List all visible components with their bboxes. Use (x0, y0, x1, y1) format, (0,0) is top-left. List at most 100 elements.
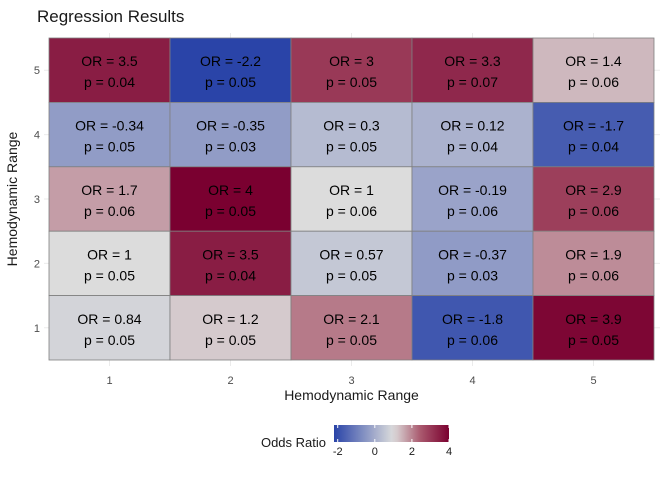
cell-rect (48, 230, 171, 296)
cell-rect (169, 37, 292, 103)
heatmap-cell: OR = 0.3 p = 0.05 (290, 102, 413, 168)
cell-p-label: p = 0.06 (447, 203, 498, 219)
cell-rect (48, 102, 171, 168)
cell-or-label: OR = 0.57 (319, 246, 383, 262)
heatmap-cell: OR = 3.3 p = 0.07 (411, 37, 534, 103)
color-legend: Odds Ratio -2 0 2 4 (261, 425, 452, 458)
cell-or-label: OR = 3.9 (565, 311, 622, 327)
cell-or-label: OR = -1.7 (563, 118, 624, 134)
heatmap-cell: OR = -1.7 p = 0.04 (532, 102, 655, 168)
cell-rect (290, 37, 413, 103)
cell-p-label: p = 0.06 (568, 203, 619, 219)
heatmap-cell: OR = 0.84 p = 0.05 (48, 295, 171, 361)
cell-or-label: OR = -0.34 (75, 118, 144, 134)
y-tick-label: 4 (34, 130, 40, 142)
heatmap-cell: OR = 3.5 p = 0.04 (169, 230, 292, 296)
heatmap-cell: OR = 3 p = 0.05 (290, 37, 413, 103)
cell-rect (48, 37, 171, 103)
legend-tick-label: 2 (409, 446, 415, 458)
heatmap-cells: OR = 3.5 p = 0.04 OR = -2.2 p = 0.05 OR = 3 p… (48, 37, 655, 361)
cell-p-label: p = 0.06 (326, 203, 377, 219)
cell-or-label: OR = -0.19 (438, 182, 507, 198)
chart-title: Regression Results (37, 7, 184, 26)
cell-p-label: p = 0.05 (84, 139, 135, 155)
heatmap-cell: OR = 4 p = 0.05 (169, 166, 292, 232)
y-tick-label: 5 (34, 65, 40, 77)
cell-p-label: p = 0.07 (447, 74, 498, 90)
cell-rect (532, 295, 655, 361)
legend-tick-label: 4 (446, 446, 452, 458)
cell-p-label: p = 0.04 (205, 267, 256, 283)
heatmap-cell: OR = -0.34 p = 0.05 (48, 102, 171, 168)
cell-p-label: p = 0.05 (84, 332, 135, 348)
cell-rect (169, 230, 292, 296)
cell-rect (48, 295, 171, 361)
legend-colorbar (334, 425, 449, 442)
cell-p-label: p = 0.06 (568, 267, 619, 283)
cell-p-label: p = 0.04 (447, 139, 498, 155)
cell-rect (532, 37, 655, 103)
cell-p-label: p = 0.06 (84, 203, 135, 219)
heatmap-cell: OR = 1 p = 0.06 (290, 166, 413, 232)
cell-rect (411, 230, 534, 296)
y-axis-ticks: 1 2 3 4 5 (34, 65, 40, 335)
heatmap-cell: OR = 3.9 p = 0.05 (532, 295, 655, 361)
cell-rect (532, 230, 655, 296)
heatmap-cell: OR = -0.19 p = 0.06 (411, 166, 534, 232)
cell-rect (290, 230, 413, 296)
heatmap-cell: OR = 1.7 p = 0.06 (48, 166, 171, 232)
heatmap-cell: OR = -0.37 p = 0.03 (411, 230, 534, 296)
cell-or-label: OR = 3.5 (81, 53, 138, 69)
cell-rect (411, 295, 534, 361)
cell-or-label: OR = 1 (87, 246, 132, 262)
cell-p-label: p = 0.06 (568, 74, 619, 90)
cell-p-label: p = 0.05 (205, 74, 256, 90)
x-tick-label: 3 (348, 375, 354, 387)
cell-rect (169, 295, 292, 361)
cell-or-label: OR = 2.1 (323, 311, 380, 327)
heatmap-cell: OR = 1.2 p = 0.05 (169, 295, 292, 361)
cell-p-label: p = 0.06 (447, 332, 498, 348)
cell-or-label: OR = 0.12 (440, 118, 504, 134)
x-tick-label: 1 (106, 375, 112, 387)
cell-p-label: p = 0.04 (568, 139, 619, 155)
heatmap-cell: OR = 0.12 p = 0.04 (411, 102, 534, 168)
heatmap-cell: OR = 3.5 p = 0.04 (48, 37, 171, 103)
cell-or-label: OR = 1.2 (202, 311, 259, 327)
cell-p-label: p = 0.05 (205, 332, 256, 348)
legend-tick-label: 0 (372, 446, 378, 458)
x-tick-label: 2 (227, 375, 233, 387)
cell-or-label: OR = -0.37 (438, 246, 507, 262)
cell-p-label: p = 0.05 (84, 267, 135, 283)
heatmap-cell: OR = 2.1 p = 0.05 (290, 295, 413, 361)
cell-rect (411, 102, 534, 168)
cell-rect (411, 37, 534, 103)
y-tick-label: 1 (34, 323, 40, 335)
cell-rect (169, 166, 292, 232)
cell-or-label: OR = -2.2 (200, 53, 261, 69)
heatmap-cell: OR = 1 p = 0.05 (48, 230, 171, 296)
heatmap-cell: OR = -1.8 p = 0.06 (411, 295, 534, 361)
heatmap-cell: OR = 1.9 p = 0.06 (532, 230, 655, 296)
cell-or-label: OR = 1.9 (565, 246, 622, 262)
cell-rect (532, 102, 655, 168)
cell-or-label: OR = -1.8 (442, 311, 503, 327)
cell-p-label: p = 0.03 (205, 139, 256, 155)
heatmap-cell: OR = 1.4 p = 0.06 (532, 37, 655, 103)
cell-p-label: p = 0.05 (568, 332, 619, 348)
cell-or-label: OR = -0.35 (196, 118, 265, 134)
cell-p-label: p = 0.05 (326, 267, 377, 283)
heatmap-cell: OR = 0.57 p = 0.05 (290, 230, 413, 296)
cell-or-label: OR = 1.7 (81, 182, 138, 198)
legend-ticks: -2 0 2 4 (333, 425, 452, 458)
cell-p-label: p = 0.04 (84, 74, 135, 90)
cell-or-label: OR = 4 (208, 182, 253, 198)
cell-p-label: p = 0.05 (326, 74, 377, 90)
cell-or-label: OR = 3 (329, 53, 374, 69)
heatmap-cell: OR = -0.35 p = 0.03 (169, 102, 292, 168)
cell-p-label: p = 0.05 (326, 139, 377, 155)
cell-or-label: OR = 2.9 (565, 182, 622, 198)
x-axis-title: Hemodynamic Range (284, 387, 419, 403)
y-tick-label: 2 (34, 258, 40, 270)
cell-rect (290, 166, 413, 232)
